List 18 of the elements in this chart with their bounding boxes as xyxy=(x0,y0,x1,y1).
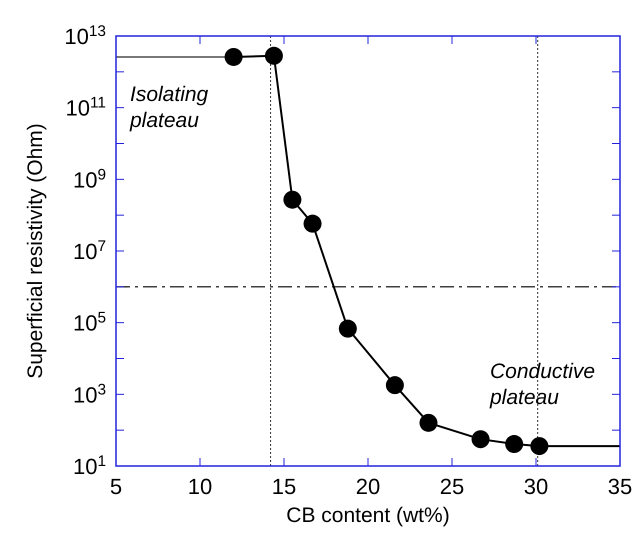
x-tick-label: 15 xyxy=(272,474,296,499)
y-tick-label: 10$^{13}$ xyxy=(64,22,106,49)
y-tick-label: 10$^{11}$ xyxy=(66,94,106,121)
x-tick-label: 35 xyxy=(608,474,632,499)
x-tick-label: 25 xyxy=(440,474,464,499)
y-tick-label: 10$^{9}$ xyxy=(72,166,106,192)
y-tick-label: 10$^{5}$ xyxy=(72,309,106,336)
x-tick-label: 20 xyxy=(356,474,380,499)
x-tick-label: 30 xyxy=(524,474,548,499)
y-tick-label: 10$^{7}$ xyxy=(72,238,106,264)
y-tick-label: 10$^{1}$ xyxy=(72,452,106,479)
x-tick-label: 5 xyxy=(110,474,122,499)
y-axis-title: Superficial resistivity (Ohm) xyxy=(24,123,47,379)
annotation: Isolating plateau xyxy=(129,83,209,132)
x-tick-label: 10 xyxy=(188,474,212,499)
annotation: Conductive plateau xyxy=(489,360,596,409)
x-axis-title: CB content (wt%) xyxy=(286,504,450,527)
y-tick-label: 10$^{3}$ xyxy=(72,380,106,408)
